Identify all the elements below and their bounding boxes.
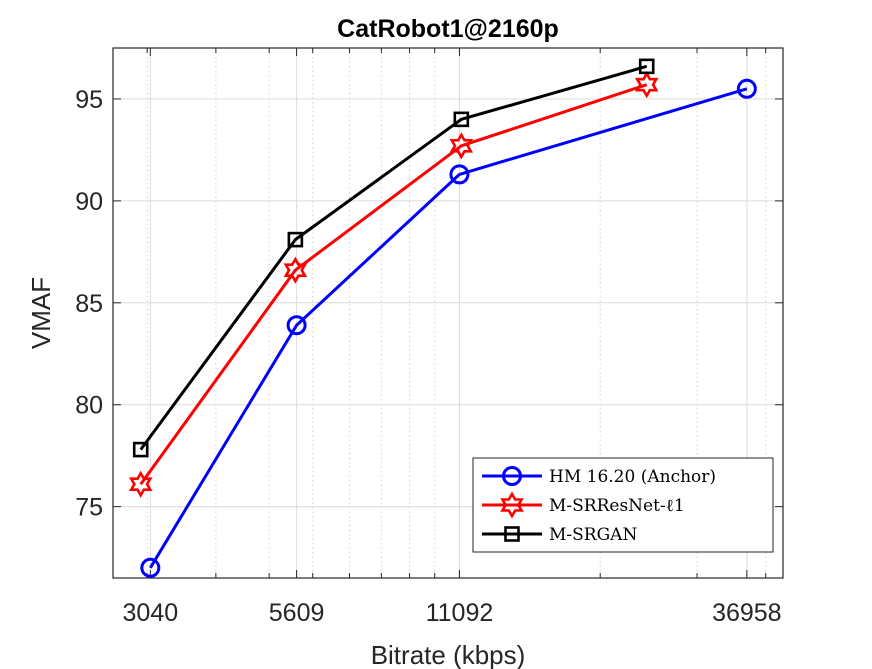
y-tick-label: 85 <box>75 290 103 318</box>
legend-label-m-srresnet-1: M-SRResNet-ℓ1 <box>549 496 685 516</box>
legend-label-hm-16-20-anchor: HM 16.20 (Anchor) <box>549 467 716 487</box>
legend-item-m-srgan: M-SRGAN <box>482 525 637 545</box>
data-point-hm-16-20-anchor <box>140 557 161 578</box>
ticks: 3040 5609 11092 36958 75 80 85 90 95 <box>75 48 783 627</box>
x-tick-label: 11092 <box>426 599 494 627</box>
series-line-m-srgan <box>139 64 648 451</box>
y-tick-label: 75 <box>75 494 103 522</box>
data-point-m-srgan <box>132 441 149 458</box>
data-point-m-srresnet-1 <box>634 71 659 99</box>
data-point-m-srresnet-1 <box>128 470 153 498</box>
x-tick-label: 3040 <box>123 599 179 627</box>
legend-marker-hm-16-20-anchor <box>502 466 522 486</box>
data-point-hm-16-20-anchor <box>449 164 470 185</box>
y-tick-label: 80 <box>75 392 103 420</box>
legend-marker-m-srgan <box>504 526 520 542</box>
y-axis-label: VMAF <box>26 277 56 349</box>
legend-item-m-srresnet-1: M-SRResNet-ℓ1 <box>482 491 685 519</box>
data-point-m-srresnet-1 <box>283 256 308 284</box>
y-tick-label: 90 <box>75 188 103 216</box>
series-line-hm-16-20-anchor <box>149 87 748 569</box>
x-tick-label: 5609 <box>269 599 325 627</box>
legend: HM 16.20 (Anchor) M-SRResNet-ℓ1 M-SRGAN <box>472 457 774 553</box>
data-point-m-srgan <box>453 111 470 128</box>
x-tick-label: 36958 <box>712 599 782 627</box>
x-axis-label: Bitrate (kbps) <box>371 640 526 669</box>
y-tick-label: 95 <box>75 86 103 114</box>
series-line-m-srresnet-1 <box>139 83 648 486</box>
legend-marker-m-srresnet-1 <box>500 491 524 519</box>
chart-title: CatRobot1@2160p <box>337 15 559 43</box>
data-point-m-srgan <box>638 58 655 75</box>
series-hm-16-20-anchor <box>140 78 757 578</box>
series-m-srresnet-1 <box>128 71 659 498</box>
series-m-srgan <box>132 58 655 458</box>
data-point-m-srgan <box>287 231 304 248</box>
legend-entries: HM 16.20 (Anchor) M-SRResNet-ℓ1 M-SRGAN <box>482 466 716 545</box>
data-point-m-srresnet-1 <box>449 132 474 160</box>
legend-label-m-srgan: M-SRGAN <box>549 525 637 545</box>
series <box>128 58 757 578</box>
data-point-hm-16-20-anchor <box>286 315 307 336</box>
plot-frame <box>112 47 784 579</box>
legend-item-hm-16-20-anchor: HM 16.20 (Anchor) <box>482 466 716 487</box>
data-point-hm-16-20-anchor <box>736 78 757 99</box>
